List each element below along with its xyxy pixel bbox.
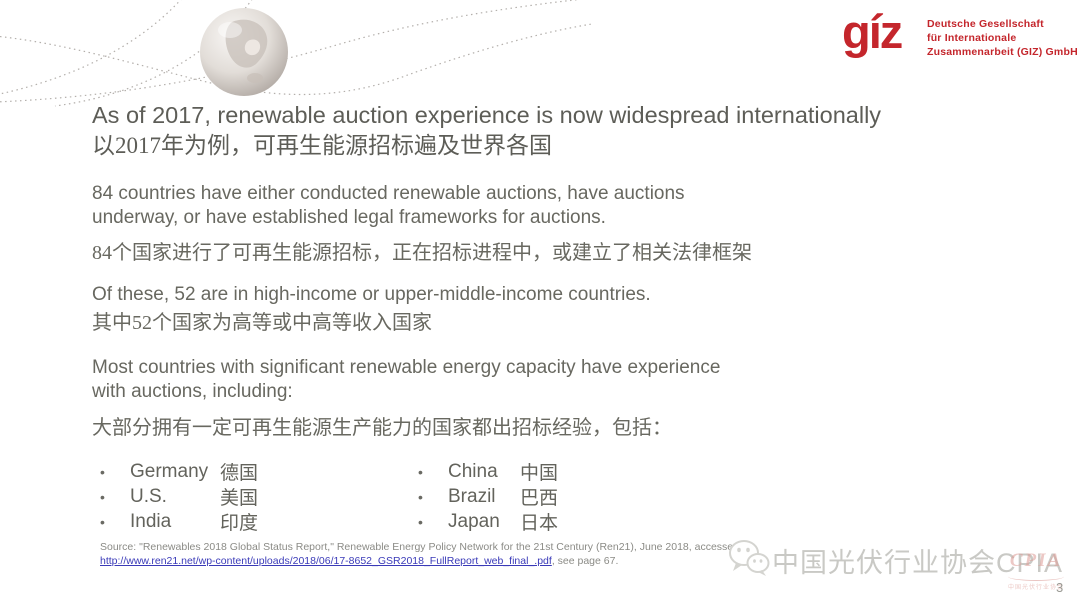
country-name-zh: 巴西	[520, 488, 559, 509]
bullet-icon: •	[100, 488, 105, 505]
giz-logo: gíz	[842, 5, 903, 58]
bullet-icon: •	[100, 513, 105, 530]
country-name-zh: 德国	[220, 463, 259, 484]
giz-org-line-1: Deutsche Gesellschaft	[927, 18, 1044, 30]
list-item-india: • India 印度	[100, 509, 259, 535]
country-name-en: U.S.	[130, 485, 167, 507]
page-number: 3	[1056, 580, 1064, 595]
source-footnote: Source: "Renewables 2018 Global Status R…	[100, 540, 800, 568]
paragraph-52-income-en: Of these, 52 are in high-income or upper…	[92, 284, 651, 305]
source-suffix: , see page 67.	[551, 555, 619, 567]
cpia-logo-subtext: 中国光伏行业协会	[1007, 585, 1064, 591]
country-name-en: Brazil	[448, 485, 496, 507]
bullet-icon: •	[418, 513, 423, 530]
country-name-en: Japan	[448, 510, 500, 532]
source-text: Source: "Renewables 2018 Global Status R…	[100, 541, 751, 553]
giz-org-line-2: für Internationale	[927, 32, 1017, 44]
country-name-zh: 日本	[520, 513, 559, 534]
list-item-brazil: • Brazil 巴西	[418, 484, 559, 510]
giz-logo-org-name: Deutsche Gesellschaft für Internationale…	[927, 17, 1078, 59]
cpia-logo-text: CPIA	[1009, 550, 1063, 571]
giz-org-line-3: Zusammenarbeit (GIZ) GmbH	[927, 46, 1078, 58]
country-name-en: Germany	[130, 460, 209, 482]
list-item-us: • U.S. 美国	[100, 484, 259, 510]
country-name-zh: 美国	[220, 488, 259, 509]
bullet-icon: •	[418, 463, 423, 480]
paragraph-84-countries-zh: 84个国家进行了可再生能源招标，正在招标进程中，或建立了相关法律框架	[92, 242, 752, 264]
dotted-curves-decoration	[0, 0, 593, 107]
paragraph-84-countries-en: 84 countries have either conducted renew…	[92, 183, 685, 228]
country-name-en: India	[130, 510, 172, 532]
slide-title-chinese: 以2017年为例，可再生能源招标遍及世界各国	[92, 133, 552, 158]
list-item-germany: • Germany 德国	[100, 459, 259, 485]
paragraph-most-countries-en: Most countries with significant renewabl…	[92, 357, 721, 402]
paragraph-most-countries-zh: 大部分拥有一定可再生能源生产能力的国家都出招标经验，包括：	[92, 417, 672, 439]
source-link[interactable]: http://www.ren21.net/wp-content/uploads/…	[100, 555, 552, 567]
country-name-zh: 中国	[520, 463, 559, 484]
wechat-icon	[729, 540, 770, 576]
country-list-left: • Germany 德国 • U.S. 美国 • India 印度	[100, 459, 259, 535]
list-item-japan: • Japan 日本	[418, 509, 559, 535]
country-list-right: • China 中国 • Brazil 巴西 • Japan 日本	[418, 459, 559, 535]
cpia-logo-swoosh	[1008, 572, 1064, 581]
bullet-icon: •	[100, 463, 105, 480]
country-name-en: China	[448, 460, 498, 482]
cpia-logo-watermark: CPIA 中国光伏行业协会	[1000, 550, 1072, 591]
globe-image	[200, 8, 288, 96]
paragraph-52-income-zh: 其中52个国家为高等或中高等收入国家	[92, 312, 432, 334]
list-item-china: • China 中国	[418, 459, 559, 485]
country-name-zh: 印度	[220, 513, 259, 534]
slide-title: As of 2017, renewable auction experience…	[92, 100, 992, 161]
bullet-icon: •	[418, 488, 423, 505]
slide-title-english: As of 2017, renewable auction experience…	[92, 102, 882, 128]
